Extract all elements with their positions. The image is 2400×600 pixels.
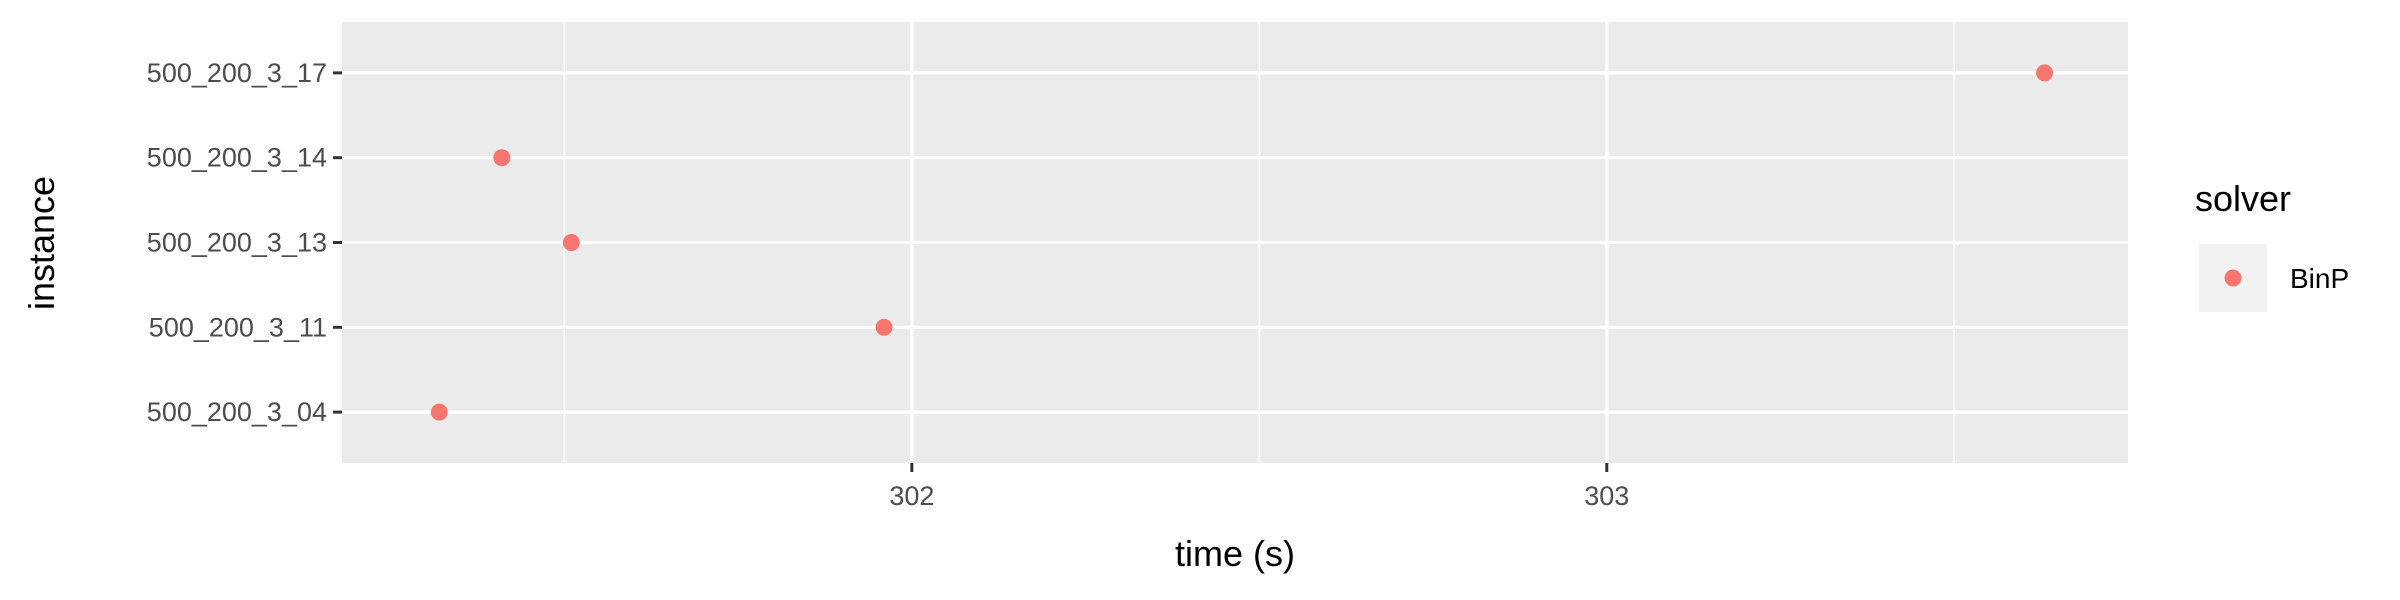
x-tick-label: 303: [1584, 481, 1629, 511]
y-axis-title: instance: [21, 176, 62, 310]
legend: solver BinP: [2195, 178, 2349, 312]
legend-title: solver: [2195, 178, 2291, 219]
legend-label: BinP: [2290, 263, 2349, 294]
data-points: [430, 64, 2054, 421]
data-point: [562, 234, 580, 251]
y-tick-label: 500_200_3_11: [149, 312, 327, 342]
major-gridlines: [342, 22, 2128, 463]
y-tick-label: 500_200_3_14: [147, 143, 327, 173]
y-tick-label: 500_200_3_04: [147, 397, 327, 427]
x-tick-label: 302: [889, 481, 934, 511]
data-point: [875, 318, 893, 336]
y-tick-label: 500_200_3_13: [147, 228, 327, 258]
data-point: [2036, 64, 2054, 82]
legend-point: [2224, 269, 2242, 287]
data-point: [493, 149, 511, 167]
y-tick-label: 500_200_3_17: [147, 58, 327, 88]
x-axis: 302 303: [889, 463, 1629, 511]
y-axis: 500_200_3_04 500_200_3_11 500_200_3_13 500_…: [147, 58, 342, 427]
data-point: [430, 403, 448, 421]
x-axis-title: time (s): [1175, 533, 1295, 574]
